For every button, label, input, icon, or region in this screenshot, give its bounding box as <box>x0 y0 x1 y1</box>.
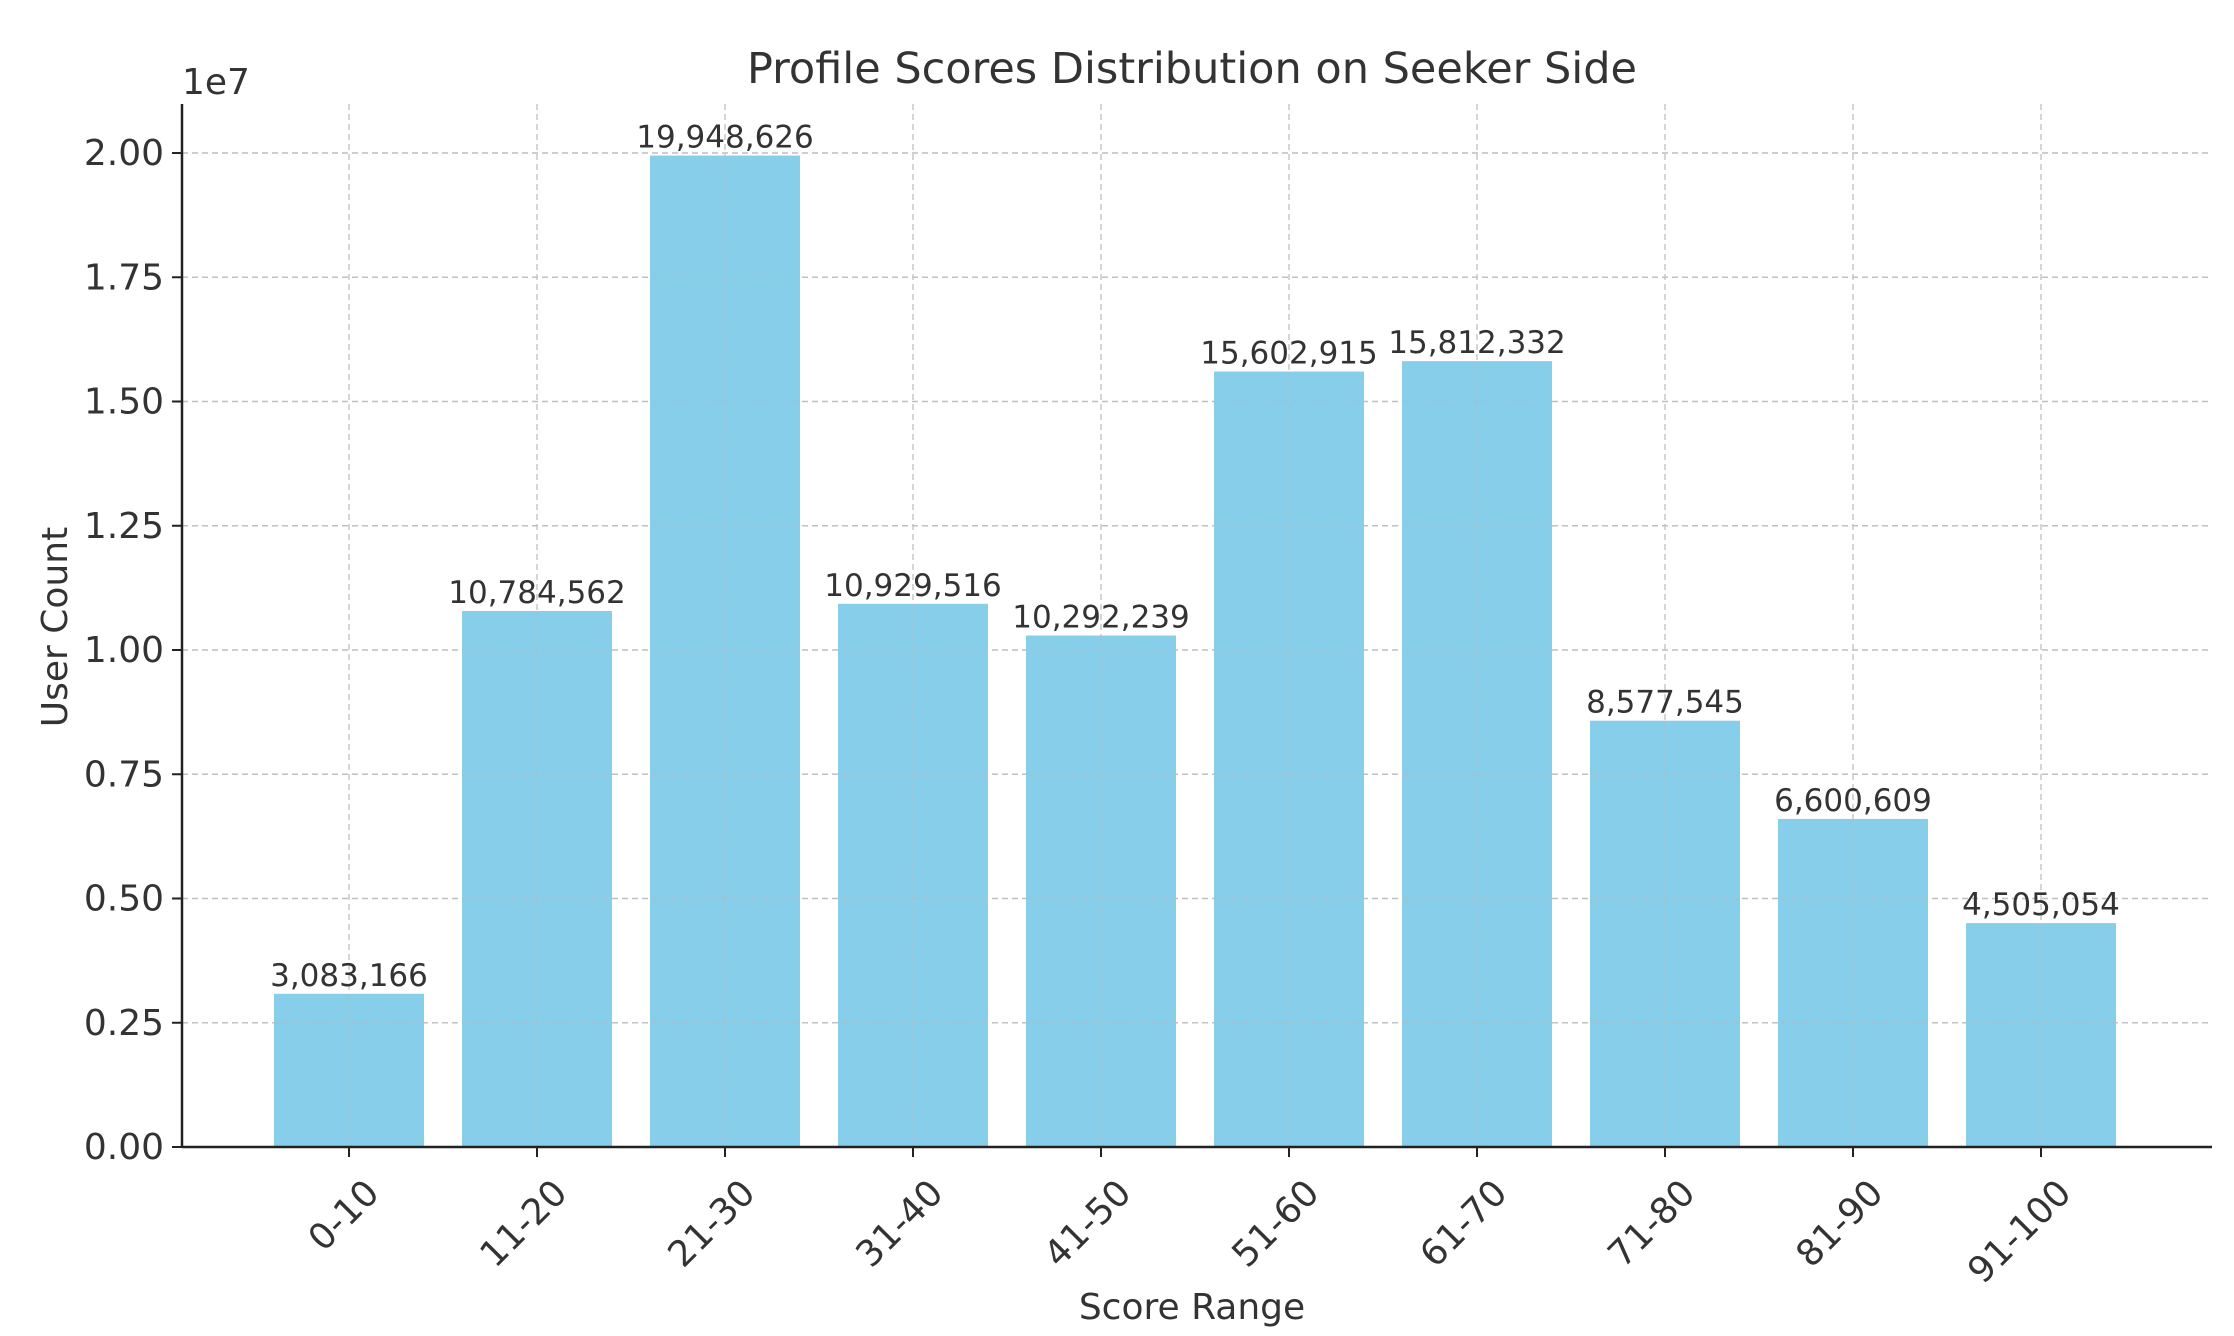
value-labels: 3,083,166 10,784,562 19,948,626 10,929,516 1… <box>270 120 2120 994</box>
x-tick-label: 91-100 <box>1960 1172 2079 1291</box>
y-tick-label: 1.50 <box>84 382 164 423</box>
y-axis-ticks: 0.00 0.25 0.50 0.75 1.00 1.25 1.50 1.75 2.00 <box>84 133 182 1168</box>
x-tick-label: 41-50 <box>1037 1172 1140 1275</box>
x-tick-label: 71-80 <box>1601 1172 1704 1275</box>
y-tick-label: 1.00 <box>84 630 164 671</box>
value-label: 10,784,562 <box>448 575 626 611</box>
value-label: 6,600,609 <box>1774 783 1932 819</box>
y-tick-label: 1.25 <box>84 506 164 547</box>
chart-title: Profile Scores Distribution on Seeker Si… <box>747 44 1637 94</box>
bar <box>462 611 612 1147</box>
x-tick-label: 61-70 <box>1413 1172 1516 1275</box>
x-tick-label: 51-60 <box>1225 1172 1328 1275</box>
y-tick-label: 2.00 <box>84 133 164 174</box>
y-axis-label: User Count <box>35 527 76 727</box>
bars <box>182 152 2212 1148</box>
y-tick-label: 0.25 <box>84 1003 164 1044</box>
value-label: 8,577,545 <box>1586 685 1744 721</box>
value-label: 15,602,915 <box>1200 336 1378 372</box>
x-axis-label: Score Range <box>1079 1287 1305 1328</box>
value-label: 10,292,239 <box>1012 599 1190 635</box>
y-tick-label: 0.00 <box>84 1127 164 1168</box>
y-tick-label: 0.50 <box>84 879 164 920</box>
value-label: 4,505,054 <box>1962 887 2120 923</box>
value-label: 15,812,332 <box>1388 325 1566 361</box>
x-axis-ticks: 0-10 11-20 21-30 31-40 41-50 51-60 61-70 71-80 8… <box>301 1147 2079 1292</box>
x-tick-label: 31-40 <box>849 1172 952 1275</box>
y-tick-label: 1.75 <box>84 257 164 298</box>
y-tick-label: 0.75 <box>84 754 164 795</box>
y-axis-scale-label: 1e7 <box>182 62 250 103</box>
x-tick-label: 11-20 <box>473 1172 576 1275</box>
value-label: 19,948,626 <box>636 120 814 156</box>
x-tick-label: 21-30 <box>661 1172 764 1275</box>
x-tick-label: 81-90 <box>1789 1172 1892 1275</box>
value-label: 3,083,166 <box>270 958 428 994</box>
value-label: 10,929,516 <box>824 568 1002 604</box>
x-tick-label: 0-10 <box>301 1172 388 1259</box>
bar <box>1214 371 1364 1147</box>
